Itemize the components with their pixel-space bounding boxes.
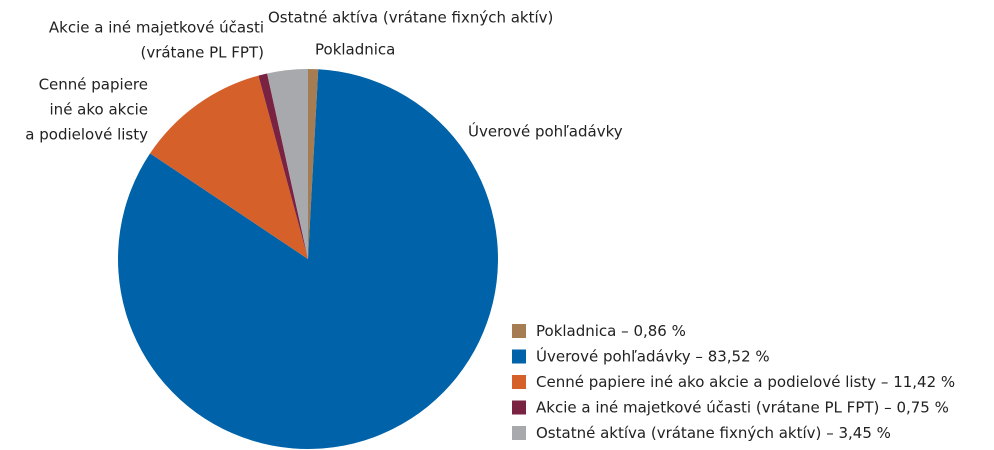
pie-slice xyxy=(117,69,498,449)
legend-value: 0,75 % xyxy=(896,398,948,416)
legend-label: Cenné papiere iné ako akcie a podielové … xyxy=(536,373,955,391)
pie-slice xyxy=(308,69,319,259)
legend-swatch xyxy=(512,400,526,415)
pie-slice xyxy=(258,73,308,259)
legend-swatch xyxy=(512,324,526,338)
slice-label: Úverové pohľadávky xyxy=(468,122,623,141)
legend-swatch xyxy=(512,375,526,389)
legend-name: Akcie a iné majetkové účasti (vrátane PL… xyxy=(536,398,879,416)
legend-value: 83,52 % xyxy=(708,347,770,365)
legend-swatch xyxy=(512,426,526,440)
legend-separator: – xyxy=(621,322,629,340)
legend-separator: – xyxy=(881,373,889,391)
slice-label: Cenné papiere xyxy=(39,76,148,94)
legend-value: 0,86 % xyxy=(633,322,685,340)
legend-label: Pokladnica – 0,86 % xyxy=(536,322,686,340)
slice-label: Pokladnica xyxy=(315,41,395,59)
legend-value: 11,42 % xyxy=(893,373,955,391)
slice-label: Akcie a iné majetkové účasti xyxy=(49,19,264,37)
legend-label: Úverové pohľadávky – 83,52 % xyxy=(536,346,770,365)
slice-label: iné ako akcie xyxy=(50,101,148,119)
legend-separator: – xyxy=(826,424,834,442)
legend-name: Cenné papiere iné ako akcie a podielové … xyxy=(536,373,876,391)
legend-separator: – xyxy=(695,347,703,365)
slice-label: a podielové listy xyxy=(25,126,148,144)
legend-name: Úverové pohľadávky xyxy=(536,346,691,365)
legend-label: Ostatné aktíva (vrátane fixných aktív) –… xyxy=(536,424,891,442)
legend-name: Ostatné aktíva (vrátane fixných aktív) xyxy=(536,424,821,442)
legend-label: Akcie a iné majetkové účasti (vrátane PL… xyxy=(536,398,949,416)
legend-swatch xyxy=(512,349,526,364)
pie-slice xyxy=(150,75,308,260)
legend-separator: – xyxy=(884,398,892,416)
slice-label: Ostatné aktíva (vrátane fixných aktív) xyxy=(268,9,553,27)
slice-label: (vrátane PL FPT) xyxy=(140,44,264,62)
legend-name: Pokladnica xyxy=(536,322,616,340)
legend-value: 3,45 % xyxy=(838,424,890,442)
pie-slice xyxy=(267,69,308,259)
